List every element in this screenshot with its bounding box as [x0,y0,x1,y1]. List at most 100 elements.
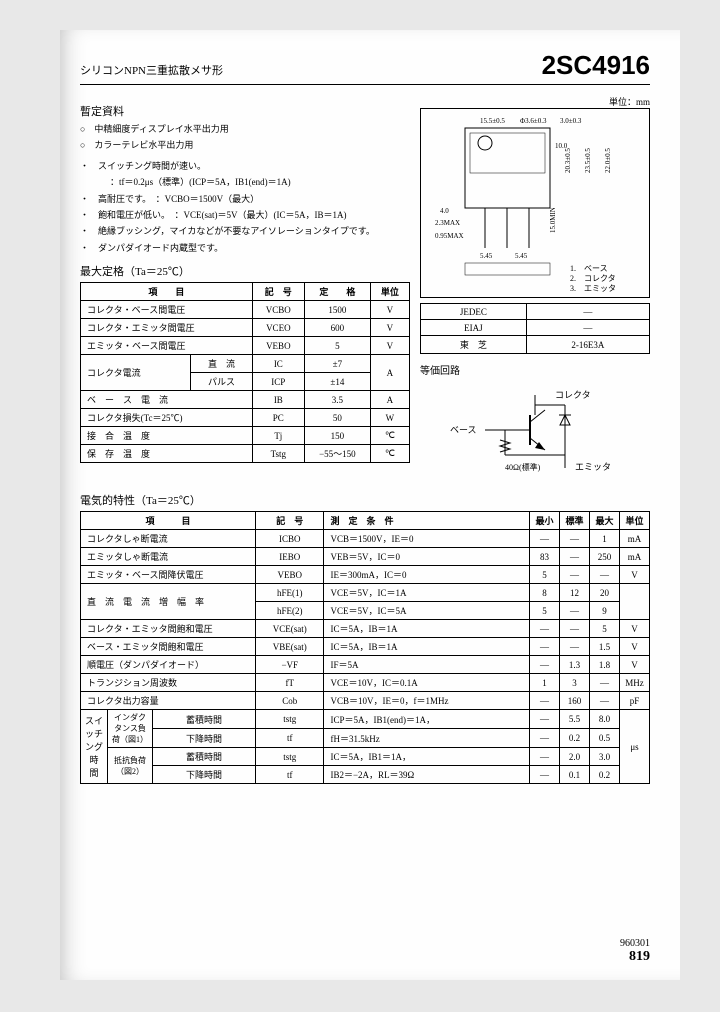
td: V [370,301,409,319]
td: IC＝5A，IB1＝1A， [324,748,530,766]
td: A [370,391,409,409]
td: 150 [304,427,370,445]
package-table: JEDEC― EIAJ― 東 芝2-16E3A [420,303,650,354]
td: VCE＝10V，IC＝0.1A [324,674,530,692]
svg-text:ベース: ベース [450,425,477,435]
feature-item: ：tf＝0.2μs（標準）(ICP＝5A，IB1(end)＝1A) [92,175,410,189]
feature-item: ・ スイッチング時間が速い。 [80,159,410,173]
feature-item: ・ 絶縁ブッシング，マイカなどが不要なアイソレーションタイプです。 [80,224,410,238]
td: 直 流 電 流 増 幅 率 [81,584,256,620]
svg-text:23.5±0.5: 23.5±0.5 [584,148,592,173]
td: ― [530,692,560,710]
svg-text:4.0: 4.0 [440,207,449,215]
svg-text:Φ3.6±0.3: Φ3.6±0.3 [520,117,547,125]
th: 最小 [530,512,560,530]
footer-code: 960301 [620,938,650,949]
td: 1 [590,530,620,548]
td: VEB＝5V，IC＝0 [324,548,530,566]
td: ― [530,710,560,729]
td: ±14 [304,373,370,391]
td: 2-16E3A [526,336,649,354]
td: 160 [560,692,590,710]
td: mA [620,548,650,566]
td: 3.5 [304,391,370,409]
td: VCBO [252,301,304,319]
ratings-title: 最大定格（Ta＝25℃） [80,263,410,279]
td: 順電圧（ダンパダイオード） [81,656,256,674]
td: Tj [252,427,304,445]
svg-text:15.5±0.5: 15.5±0.5 [480,117,505,125]
td: VCB＝10V，IE＝0，f＝1MHz [324,692,530,710]
td: ― [530,748,560,766]
td: 3 [560,674,590,692]
td: 1.8 [590,656,620,674]
electrical-title: 電気的特性（Ta＝25℃） [80,492,650,508]
th: 標準 [560,512,590,530]
td: −VF [255,656,324,674]
td: コレクタ出力容量 [81,692,256,710]
td: ― [526,320,649,336]
td: V [620,656,650,674]
td: VEBO [252,337,304,355]
td: 0.2 [560,729,590,748]
td: mA [620,530,650,548]
svg-text:3. エミッタ: 3. エミッタ [570,284,616,293]
td: コレクタ損失(Tc＝25℃) [81,409,253,427]
td: ― [530,530,560,548]
td: ICP [252,373,304,391]
td: fT [255,674,324,692]
td: hFE(2) [255,602,324,620]
td: 蓄積時間 [153,748,256,766]
td: 20 [590,584,620,602]
use-item: ○ 中精細度ディスプレイ水平出力用 [80,122,410,136]
td: V [370,337,409,355]
td: VCE(sat) [255,620,324,638]
th: 単位 [620,512,650,530]
td: VCB＝1500V，IE＝0 [324,530,530,548]
td: 抵抗負荷（図2） [108,748,153,784]
td: 保 存 温 度 [81,445,253,463]
td: 9 [590,602,620,620]
th: 単位 [370,283,409,301]
svg-text:1. ベース: 1. ベース [570,264,608,273]
td: fH＝31.5kHz [324,729,530,748]
svg-text:エミッタ: エミッタ [575,462,611,472]
svg-text:0.95MAX: 0.95MAX [435,232,464,240]
td: ― [560,548,590,566]
td: 1.3 [560,656,590,674]
td: 1 [530,674,560,692]
td: IEBO [255,548,324,566]
td: ― [560,530,590,548]
td: IE＝300mA，IC＝0 [324,566,530,584]
td: 5 [530,566,560,584]
td: 8.0 [590,710,620,729]
svg-text:15.0MIN: 15.0MIN [549,207,557,233]
svg-text:20.3±0.5: 20.3±0.5 [564,148,572,173]
td: tstg [255,748,324,766]
td: コレクタしゃ断電流 [81,530,256,548]
td: V [620,620,650,638]
td: ― [530,638,560,656]
td: IC [252,355,304,373]
td: IF＝5A [324,656,530,674]
td: 蓄積時間 [153,710,256,729]
td: 3.0 [590,748,620,766]
td: 12 [560,584,590,602]
svg-text:5.45: 5.45 [480,252,493,260]
electrical-table: 項 目 記 号 測 定 条 件 最小 標準 最大 単位 コレクタしゃ断電流ICB… [80,511,650,784]
td: 250 [590,548,620,566]
unit-label: 単位：mm [420,95,650,108]
td: ― [530,656,560,674]
td: tf [255,729,324,748]
svg-text:コレクタ: コレクタ [555,390,591,400]
td: エミッタ・ベース間降伏電圧 [81,566,256,584]
td: インダクタンス負荷（図1） [108,710,153,748]
features: ・ スイッチング時間が速い。 ：tf＝0.2μs（標準）(ICP＝5A，IB1(… [80,159,410,255]
td: ― [590,692,620,710]
td: Cob [255,692,324,710]
footer: 960301 819 [620,938,650,965]
td: エミッタ・ベース間電圧 [81,337,253,355]
td: VCEO [252,319,304,337]
td: μs [620,710,650,784]
header: シリコンNPN三重拡散メサ形 2SC4916 [80,50,650,85]
